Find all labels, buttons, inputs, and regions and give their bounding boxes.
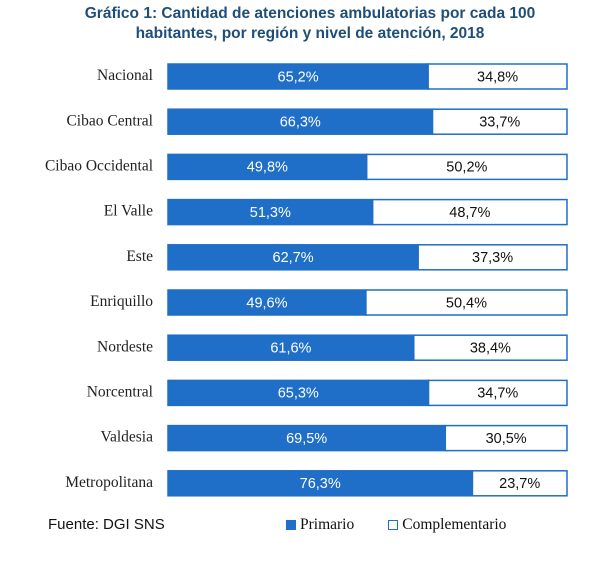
bar-primario bbox=[167, 379, 430, 407]
bar-complementario bbox=[365, 289, 568, 316]
category-label: Este bbox=[126, 248, 153, 265]
bar-primario bbox=[167, 63, 429, 90]
chart-title-line-2: habitantes, por región y nivel de atenci… bbox=[135, 25, 485, 42]
category-label: Cibao Occidental bbox=[45, 157, 153, 174]
stacked-bar-plot: Nacional 65,2% 34,8% Cibao Central 66,3% 33,7… bbox=[45, 63, 568, 497]
bar-primario bbox=[167, 470, 474, 497]
bar-complementario bbox=[471, 470, 568, 497]
data-label-primario: 61,6% bbox=[270, 341, 311, 357]
bar-complementario bbox=[431, 108, 568, 135]
legend-label-primario: Primario bbox=[300, 516, 355, 533]
legend-item-primario: Primario bbox=[286, 516, 354, 534]
category-label: Nordeste bbox=[97, 338, 153, 355]
data-label-complementario: 37,3% bbox=[472, 250, 513, 266]
bar-complementario bbox=[427, 379, 568, 407]
bar-primario bbox=[167, 244, 419, 271]
legend-item-complementario: Complementario bbox=[388, 516, 506, 534]
data-label-complementario: 34,7% bbox=[477, 386, 518, 402]
bar-primario bbox=[167, 108, 434, 135]
category-label: Enriquillo bbox=[90, 293, 153, 310]
bar-primario bbox=[167, 153, 368, 181]
bar-primario bbox=[167, 424, 447, 452]
legend-swatch-complementario bbox=[388, 520, 399, 530]
category-label: Metropolitana bbox=[65, 474, 153, 491]
bar-complementario bbox=[371, 198, 568, 226]
data-label-primario: 66,3% bbox=[280, 115, 321, 131]
chart-title-line-1: Gráfico 1: Cantidad de atenciones ambula… bbox=[84, 5, 536, 22]
data-label-primario: 51,3% bbox=[250, 205, 291, 221]
bar-complementario bbox=[413, 334, 568, 361]
legend-label-complementario: Complementario bbox=[402, 516, 507, 533]
data-label-complementario: 23,7% bbox=[499, 476, 540, 492]
bar-primario bbox=[167, 334, 415, 361]
legend-swatch-primario bbox=[286, 520, 296, 530]
data-label-complementario: 48,7% bbox=[449, 205, 490, 221]
data-label-primario: 69,5% bbox=[286, 431, 327, 447]
bar-complementario bbox=[444, 424, 568, 452]
data-label-primario: 49,8% bbox=[247, 160, 288, 176]
category-label: Nacional bbox=[97, 67, 153, 84]
category-label: Norcentral bbox=[87, 383, 153, 400]
source-note: Fuente: DGI SNS bbox=[48, 516, 165, 533]
chart-title: Gráfico 1: Cantidad de atenciones ambula… bbox=[60, 4, 560, 44]
legend: Primario Complementario bbox=[286, 516, 534, 534]
bar-complementario bbox=[417, 244, 568, 271]
data-label-complementario: 34,8% bbox=[477, 69, 518, 85]
data-label-complementario: 50,4% bbox=[446, 295, 487, 311]
data-label-primario: 49,6% bbox=[246, 295, 287, 311]
data-label-primario: 76,3% bbox=[300, 476, 341, 492]
bar-complementario bbox=[427, 63, 568, 90]
data-label-complementario: 50,2% bbox=[446, 160, 487, 176]
bar-primario bbox=[167, 289, 367, 316]
category-label: Cibao Central bbox=[66, 112, 153, 129]
data-label-primario: 62,7% bbox=[273, 250, 314, 266]
data-label-primario: 65,2% bbox=[278, 69, 319, 85]
data-label-complementario: 33,7% bbox=[479, 115, 520, 131]
category-label: Valdesia bbox=[100, 429, 153, 446]
data-label-complementario: 38,4% bbox=[470, 341, 511, 357]
data-label-primario: 65,3% bbox=[278, 386, 319, 402]
bar-complementario bbox=[365, 153, 568, 181]
data-label-complementario: 30,5% bbox=[486, 431, 527, 447]
bar-primario bbox=[167, 198, 374, 226]
category-label: El Valle bbox=[104, 203, 153, 220]
